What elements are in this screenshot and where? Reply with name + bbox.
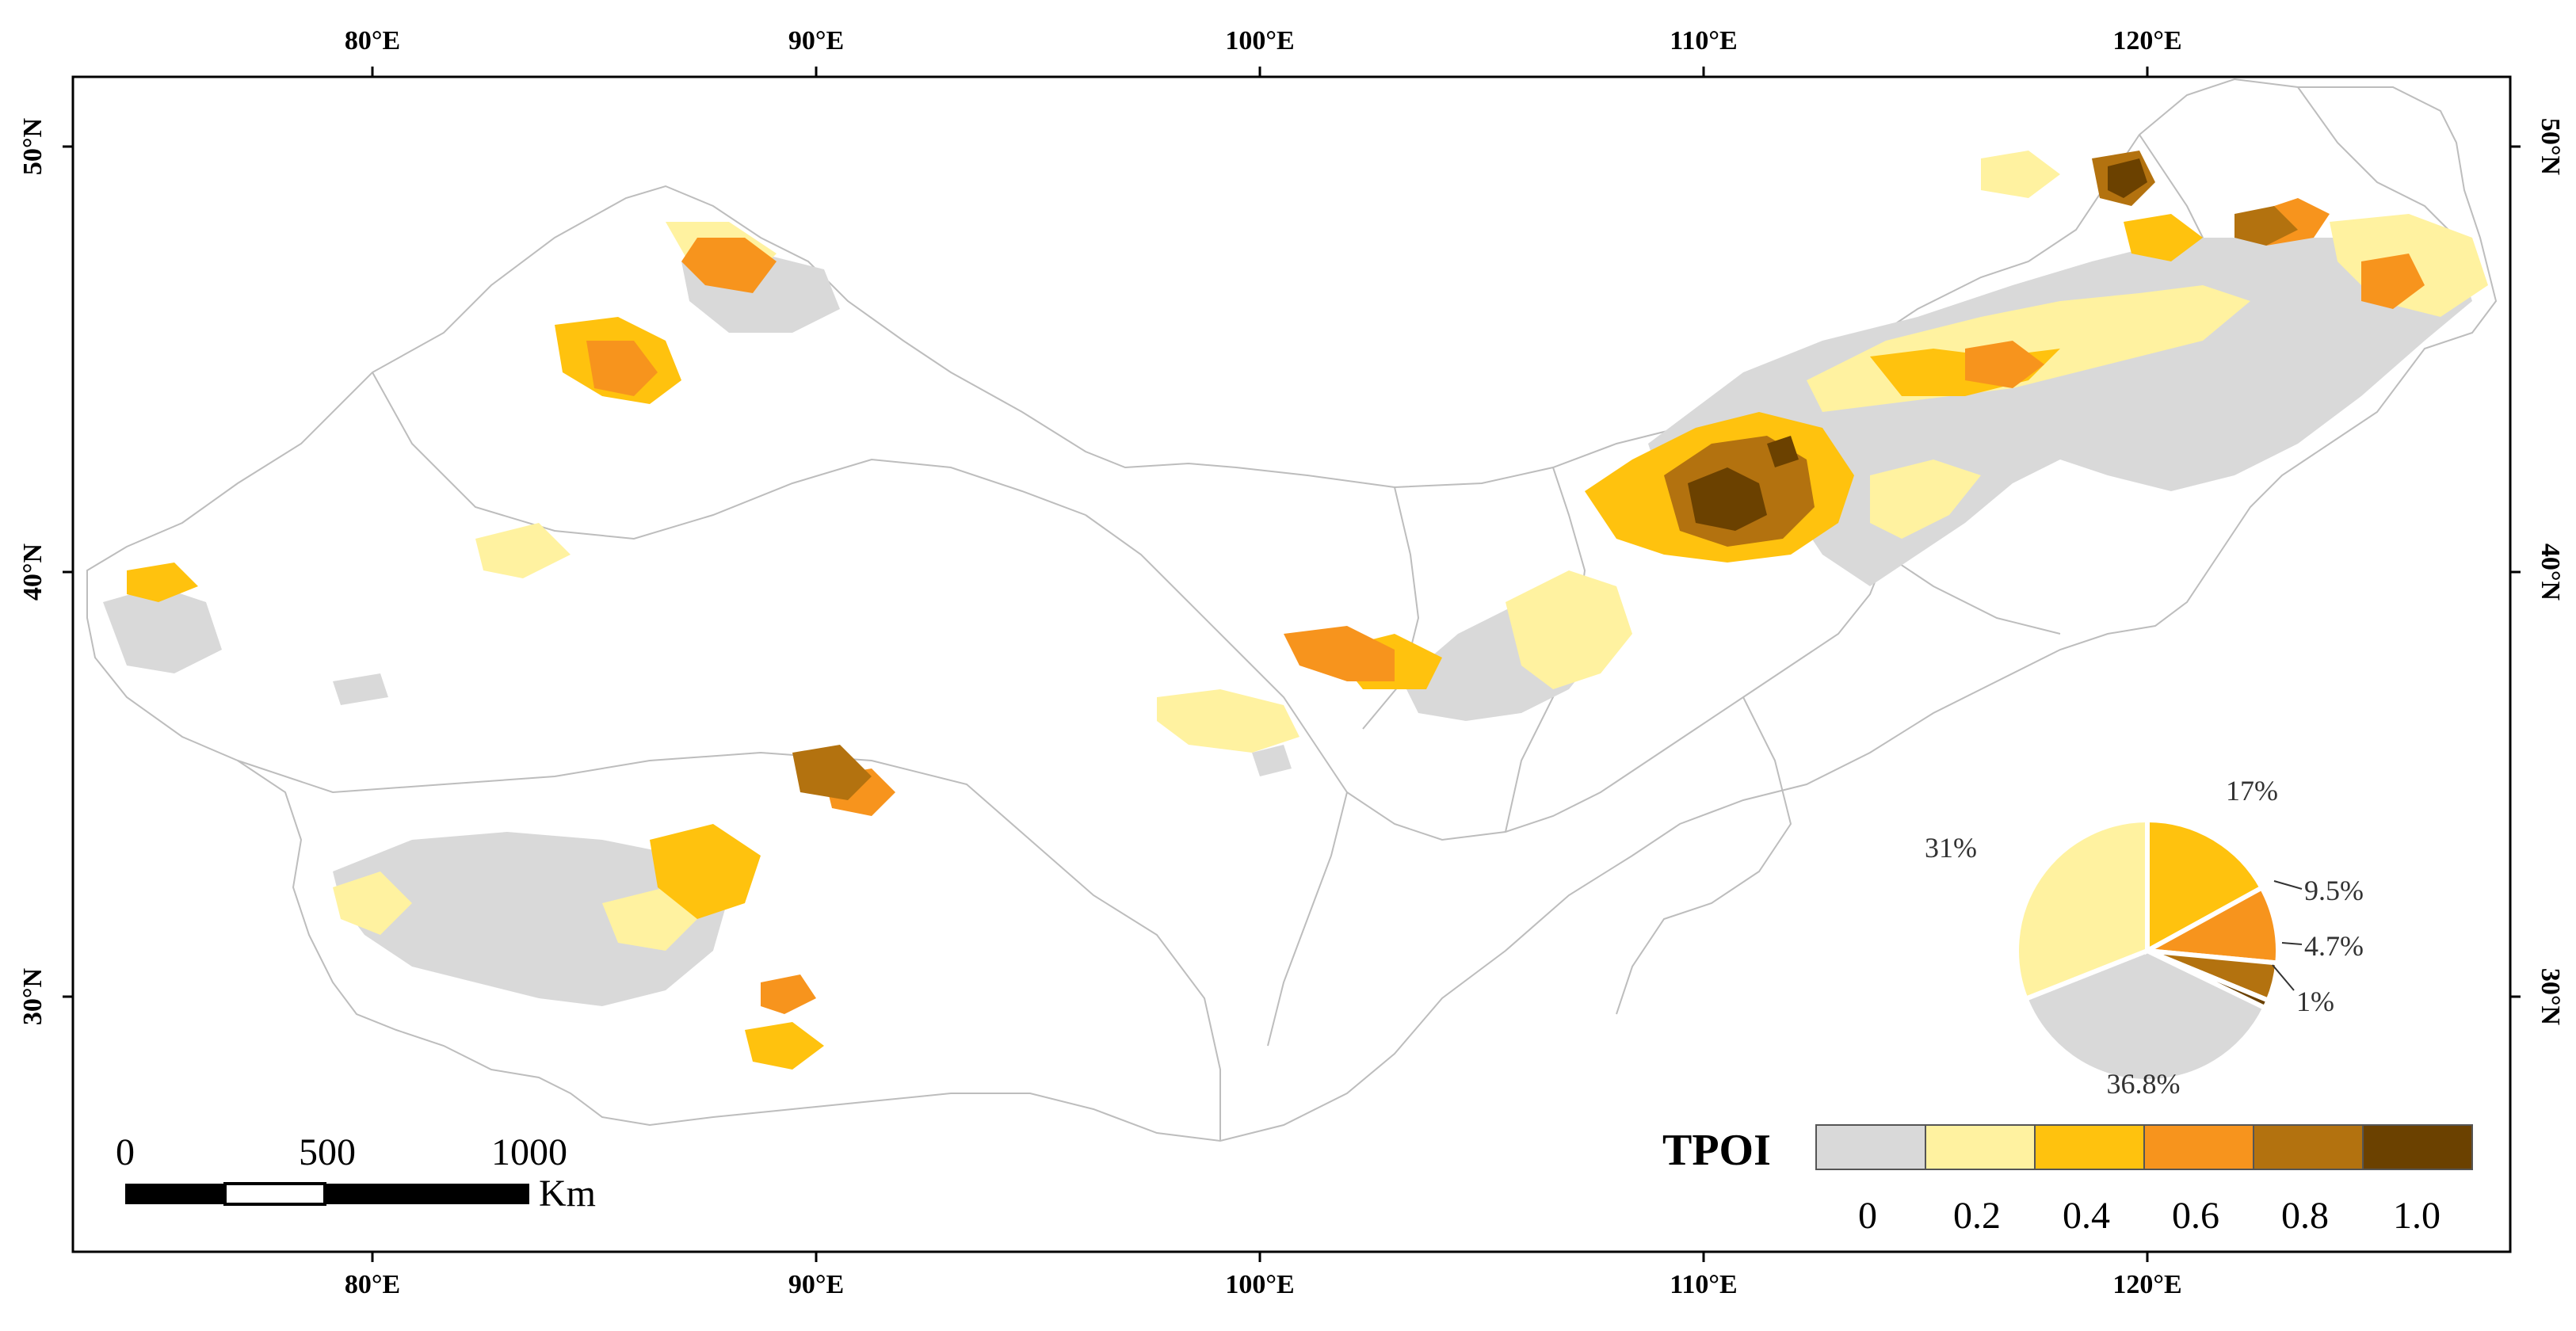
lat-label-left-40: 40°N [18, 543, 48, 601]
scale-unit: Km [539, 1173, 596, 1215]
lat-label-left-50: 50°N [18, 117, 48, 175]
legend-tick-04: 0.4 [2063, 1195, 2110, 1237]
legend-swatch-02 [1925, 1124, 2036, 1170]
pie-slice-class-04 [2145, 817, 2265, 955]
lon-label-bottom-90: 90°E [788, 1270, 844, 1299]
lon-label-bottom-100: 100°E [1225, 1270, 1294, 1299]
scale-bar: 0 500 1000 Km [116, 1131, 596, 1215]
legend-color-bar [1815, 1124, 2473, 1170]
lon-label-bottom-80: 80°E [345, 1270, 400, 1299]
lon-label-bottom-120: 120°E [2112, 1270, 2181, 1299]
lon-label-top-110: 110°E [1670, 26, 1737, 55]
lat-ticks [63, 145, 2521, 998]
lon-label-top-100: 100°E [1225, 26, 1294, 55]
tpoi-class-10-areas [1688, 158, 2147, 531]
class-share-pie-chart [2014, 817, 2280, 1084]
legend-swatch-08 [2253, 1124, 2364, 1170]
lon-label-top-120: 120°E [2112, 26, 2181, 55]
legend-swatch-06 [2143, 1124, 2254, 1170]
lat-label-right-40: 40°N [2536, 543, 2565, 601]
pie-slice-class-02 [2014, 817, 2150, 1002]
legend-tick-0: 0 [1858, 1195, 1877, 1237]
lon-label-top-80: 80°E [345, 26, 400, 55]
pie-slice-class-0 [2022, 948, 2269, 1084]
pie-label-class-10: 1% [2296, 986, 2334, 1017]
lon-label-top-90: 90°E [788, 26, 844, 55]
legend-tick-02: 0.2 [1953, 1195, 2001, 1237]
scale-label-1000: 1000 [491, 1131, 567, 1173]
tpoi-raster [103, 151, 2488, 1070]
pie-slice-class-10 [2146, 948, 2272, 1012]
lat-label-right-30: 30°N [2536, 968, 2565, 1026]
scale-segment-1 [125, 1184, 225, 1204]
legend-swatch-10 [2362, 1124, 2473, 1170]
pie-label-class-08: 4.7% [2304, 930, 2364, 962]
lon-label-bottom-110: 110°E [1670, 1270, 1737, 1299]
top-lon-ticks [371, 67, 2149, 77]
pie-label-class-0: 36.8% [2107, 1068, 2181, 1100]
tpoi-class-0-areas [103, 238, 2472, 1006]
scale-segment-3 [325, 1184, 529, 1204]
pie-label-class-04: 17% [2226, 775, 2278, 807]
lat-label-left-30: 30°N [18, 967, 48, 1025]
scale-label-500: 500 [299, 1131, 356, 1173]
legend-tick-06: 0.6 [2172, 1195, 2219, 1237]
lat-label-right-50: 50°N [2536, 118, 2565, 176]
pie-slice-class-06 [2139, 884, 2280, 966]
legend-swatch-0 [1815, 1124, 1926, 1170]
legend-title: TPOI [1662, 1126, 1771, 1175]
pie-leader-lines [2272, 880, 2303, 991]
legend-tick-08: 0.8 [2281, 1195, 2329, 1237]
pie-label-class-06: 9.5% [2304, 875, 2364, 906]
bottom-lon-ticks [371, 1252, 2149, 1262]
admin-boundaries [86, 78, 2498, 1142]
legend-tick-10: 1.0 [2393, 1195, 2441, 1237]
scale-label-0: 0 [116, 1131, 135, 1173]
scale-segment-2 [223, 1182, 326, 1206]
legend-swatch-04 [2034, 1124, 2145, 1170]
pie-label-class-02: 31% [1925, 832, 1977, 864]
